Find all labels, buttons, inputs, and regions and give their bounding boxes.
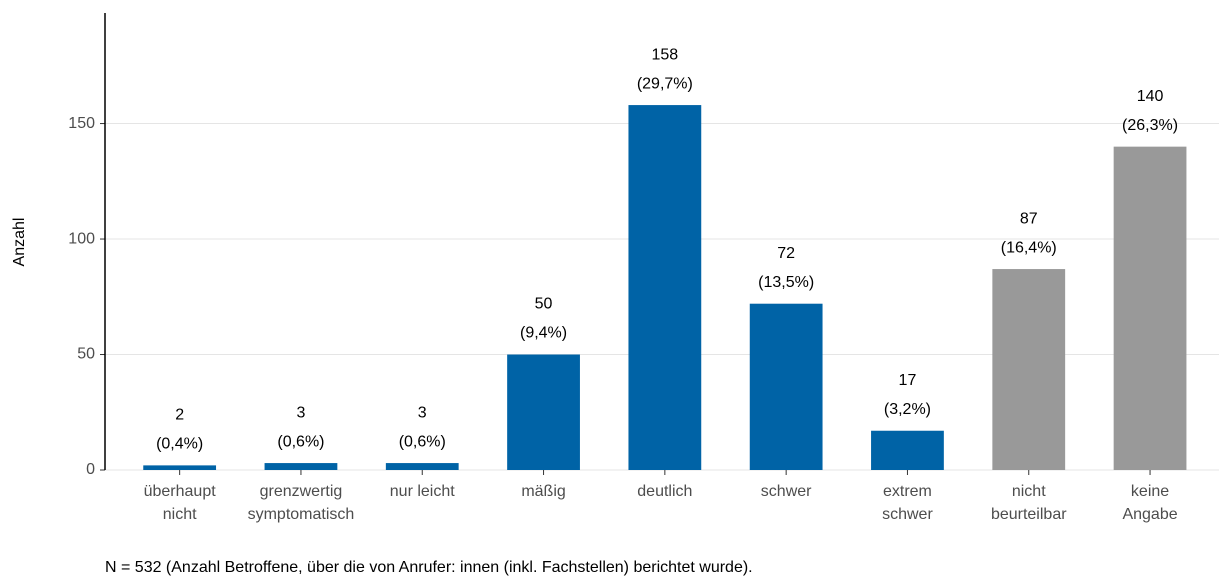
share-label: (13,5%) [758,274,814,291]
x-tick-label: überhaupt [144,483,217,500]
share-label: (0,6%) [399,433,446,450]
share-label: (0,4%) [156,436,203,453]
x-tick-label: schwer [761,483,812,500]
y-tick-label: 50 [77,346,95,363]
x-tick-label: nicht [163,506,197,523]
x-tick-label: Angabe [1122,506,1177,523]
share-label: (29,7%) [637,75,693,92]
x-tick-label: nicht [1012,483,1046,500]
x-tick-label: beurteilbar [991,506,1067,523]
share-label: (9,4%) [520,325,567,342]
y-tick-label: 150 [68,115,95,132]
bar [749,303,823,470]
value-label: 158 [651,46,678,63]
bar [628,105,702,470]
x-tick-label: schwer [882,506,933,523]
bar [507,354,580,470]
footnote: N = 532 (Anzahl Betroffene, über die von… [105,559,753,576]
y-tick-label: 0 [86,461,95,478]
x-tick-label: mäßig [521,483,565,500]
x-tick-label: extrem [883,483,932,500]
value-label: 140 [1137,88,1164,105]
value-label: 72 [777,245,795,262]
value-label: 50 [535,296,553,313]
value-label: 3 [418,404,427,421]
value-label: 87 [1020,210,1038,227]
share-label: (0,6%) [277,433,324,450]
value-label: 17 [899,372,917,389]
share-label: (16,4%) [1001,239,1057,256]
x-tick-label: deutlich [637,483,692,500]
share-label: (3,2%) [884,401,931,418]
y-tick-label: 100 [68,230,95,247]
x-tick-label: keine [1131,483,1169,500]
share-label: (26,3%) [1122,117,1178,134]
bar [385,463,459,470]
bar [143,465,217,470]
value-label: 3 [296,404,305,421]
bar [1113,146,1187,470]
x-tick-label: symptomatisch [248,506,355,523]
x-tick-label: nur leicht [390,483,455,500]
y-axis-label: Anzahl [11,218,28,267]
value-label: 2 [175,407,184,424]
x-tick-label: grenzwertig [260,483,343,500]
bar [992,269,1066,470]
bar [264,463,338,470]
bar [871,430,944,470]
